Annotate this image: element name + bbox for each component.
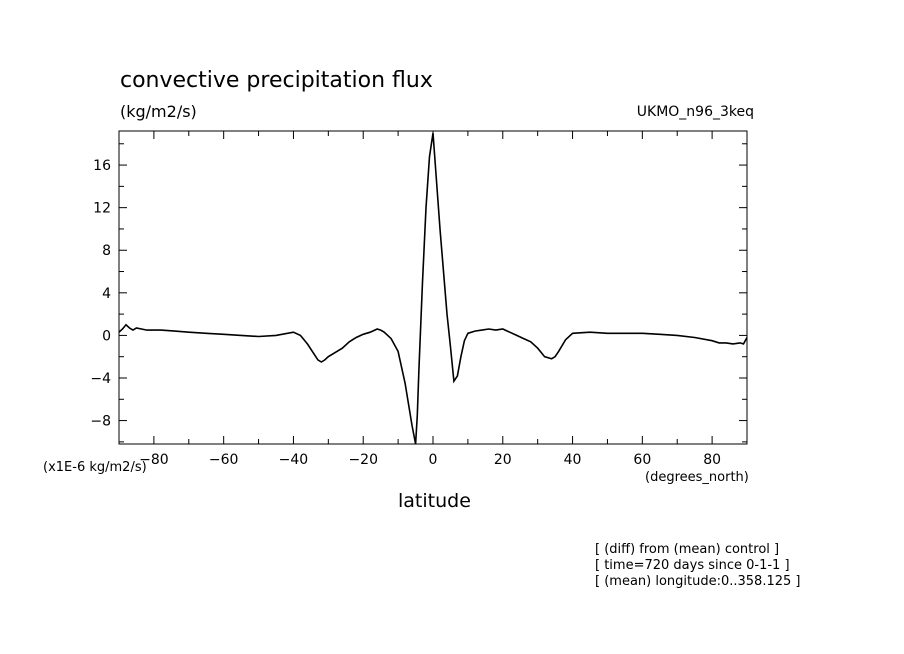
x-tick-label: −60 (209, 452, 239, 468)
x-tick-label: −20 (348, 452, 378, 468)
footnote-diff: [ (diff) from (mean) control ] (595, 542, 780, 557)
chart-units: (kg/m2/s) (120, 102, 197, 121)
y-tick-label: 16 (93, 158, 111, 174)
x-tick-label: 0 (429, 452, 438, 468)
chart-title: convective precipitation flux (120, 68, 433, 93)
y-tick-label: −8 (90, 414, 111, 430)
x-tick-label: −40 (279, 452, 309, 468)
x-tick-label: 40 (564, 452, 582, 468)
y-tick-label: −4 (90, 371, 111, 387)
y-tick-label: 4 (102, 286, 111, 302)
model-label: UKMO_n96_3keq (636, 104, 754, 120)
footnote-longitude: [ (mean) longitude:0..358.125 ] (595, 574, 801, 589)
footnote-time: [ time=720 days since 0-1-1 ] (595, 558, 790, 573)
x-tick-label: 80 (703, 452, 721, 468)
tick-marks (118, 131, 748, 444)
y-tick-label: 8 (102, 243, 111, 259)
y-scale-label: (x1E-6 kg/m2/s) (43, 460, 147, 475)
x-units-label: (degrees_north) (645, 470, 749, 485)
x-axis-label: latitude (398, 490, 471, 512)
y-tick-label: 0 (102, 328, 111, 344)
x-tick-label: 60 (633, 452, 651, 468)
series-line (118, 132, 748, 445)
x-tick-label: 20 (494, 452, 512, 468)
x-tick-label: −80 (139, 452, 169, 468)
plot-frame (118, 130, 748, 445)
y-tick-label: 12 (93, 201, 111, 217)
